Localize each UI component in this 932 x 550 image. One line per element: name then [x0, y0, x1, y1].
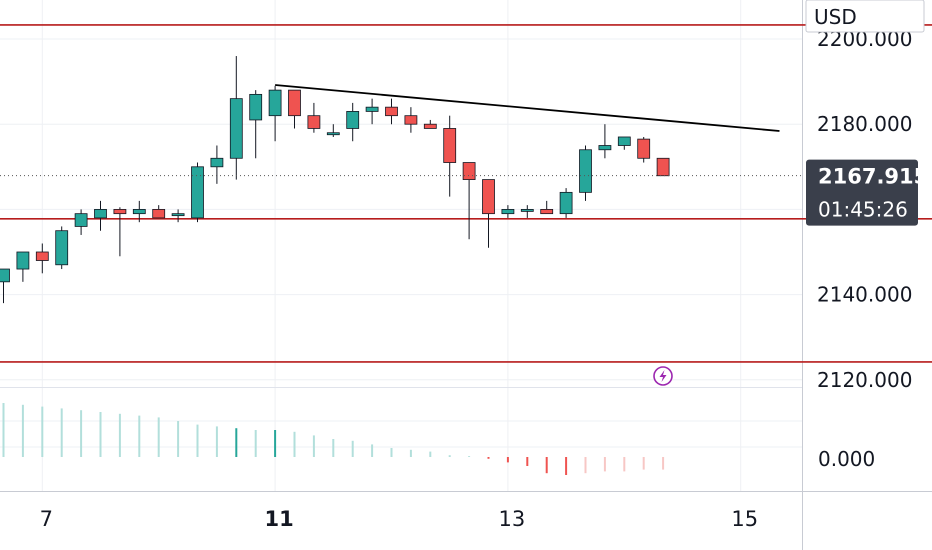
- time-tick-label: 15: [731, 507, 758, 531]
- currency-button[interactable]: USD: [805, 0, 925, 33]
- candle-body: [132, 208, 146, 215]
- time-tick-label: 11: [264, 507, 293, 531]
- lightning-icon[interactable]: [653, 366, 673, 386]
- candle-body: [346, 111, 360, 129]
- candle-body: [35, 251, 49, 261]
- price-axis[interactable]: 2200.000 2180.000 2140.000 2120.000 0.00…: [817, 27, 912, 471]
- last-price-label-bg: [806, 159, 918, 226]
- oscillator-zero-label: 0.000: [818, 447, 875, 471]
- candle-body: [462, 162, 476, 180]
- candle-body: [404, 115, 418, 125]
- candle-body: [520, 208, 534, 212]
- candle-body: [152, 208, 166, 219]
- last-price-label: 2167.915 01:45:26: [806, 159, 928, 226]
- candle-body: [501, 208, 515, 215]
- candle-body: [385, 106, 398, 117]
- candle-body: [579, 149, 592, 193]
- trend-line: [275, 84, 780, 132]
- candle-body: [113, 208, 127, 215]
- price-tick-label: 2140.000: [817, 283, 912, 307]
- candle-body: [249, 93, 263, 121]
- candle-body: [16, 251, 30, 270]
- countdown-value: 01:45:26: [818, 198, 908, 222]
- candle-body: [288, 89, 301, 117]
- candle-body: [365, 106, 379, 112]
- lightning-bolt-shape: [659, 370, 667, 382]
- candle-body: [74, 213, 88, 227]
- candle-body: [326, 132, 340, 136]
- candle-body: [559, 191, 573, 215]
- last-price-value: 2167.915: [818, 165, 928, 189]
- currency-label: USD: [814, 5, 857, 29]
- time-axis[interactable]: 7 11 13 15: [40, 507, 758, 531]
- candle-body: [307, 115, 321, 129]
- candle-body: [229, 98, 243, 159]
- candle-body: [637, 138, 651, 159]
- candle-body: [0, 268, 10, 283]
- candle-body: [268, 89, 282, 117]
- candle-body: [482, 179, 495, 215]
- price-tick-label: 2180.000: [817, 112, 912, 136]
- candle-body: [656, 157, 670, 177]
- candle-body: [617, 136, 631, 146]
- time-tick-label: 7: [40, 507, 53, 531]
- oscillator-histogram: [2, 403, 665, 475]
- candle-body: [443, 128, 457, 163]
- currency-button-frame[interactable]: [805, 0, 925, 33]
- candle-body: [191, 166, 204, 219]
- horizontal-levels[interactable]: [0, 24, 932, 363]
- candle-body: [94, 208, 107, 219]
- time-tick-label: 13: [499, 507, 526, 531]
- candlestick-series[interactable]: [0, 56, 670, 304]
- candle-body: [210, 157, 224, 168]
- trend-line-group[interactable]: [275, 84, 780, 132]
- candle-body: [55, 230, 69, 266]
- candle-body: [598, 145, 612, 151]
- price-tick-label: 2120.000: [817, 368, 912, 392]
- candle-body: [171, 213, 185, 217]
- candle-body: [423, 123, 437, 129]
- candle-body: [540, 208, 554, 215]
